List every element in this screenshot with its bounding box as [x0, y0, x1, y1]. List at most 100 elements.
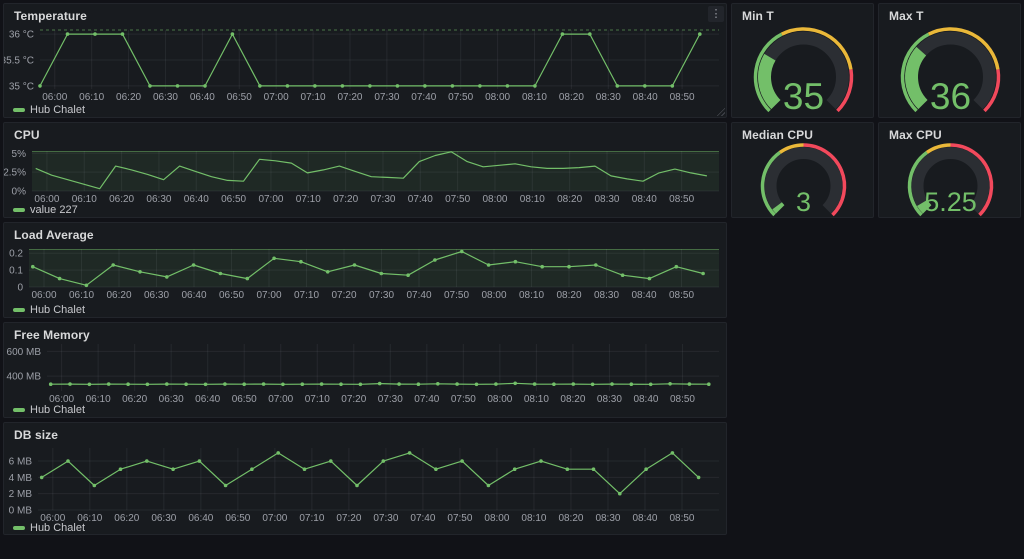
svg-text:07:30: 07:30: [370, 194, 395, 205]
svg-text:07:30: 07:30: [378, 394, 403, 405]
svg-text:07:10: 07:10: [305, 394, 330, 405]
db-size-chart: 06:00 06:10 06:20 06:30 06:40 06:50 07:00 07:10…: [9, 448, 719, 524]
svg-text:2 MB: 2 MB: [9, 489, 33, 500]
svg-text:06:20: 06:20: [106, 290, 131, 301]
svg-text:07:20: 07:20: [337, 92, 362, 103]
svg-text:07:30: 07:30: [374, 92, 399, 103]
svg-text:06:00: 06:00: [49, 394, 74, 405]
panel-max-cpu: Max CPU 5.25: [878, 122, 1021, 218]
svg-text:08:30: 08:30: [594, 290, 619, 301]
svg-text:07:00: 07:00: [264, 92, 289, 103]
svg-text:07:10: 07:10: [299, 513, 324, 524]
svg-text:08:00: 08:00: [484, 513, 509, 524]
legend-swatch: [13, 308, 25, 312]
svg-text:08:20: 08:20: [557, 194, 582, 205]
svg-text:08:10: 08:10: [521, 513, 546, 524]
svg-text:08:40: 08:40: [631, 290, 656, 301]
panel-title-free-memory[interactable]: Free Memory: [14, 328, 90, 342]
panel-cpu: CPU 06:00 06:10 06:20 06:30 06:40 06:50 07:00 0…: [3, 122, 727, 218]
legend-label: Hub Chalet: [30, 304, 86, 316]
svg-text:06:00: 06:00: [34, 194, 59, 205]
svg-text:07:00: 07:00: [262, 513, 287, 524]
svg-text:06:00: 06:00: [31, 290, 56, 301]
svg-text:06:50: 06:50: [227, 92, 252, 103]
svg-text:08:40: 08:40: [632, 194, 657, 205]
legend-item[interactable]: Hub Chalet: [13, 404, 85, 416]
svg-text:06:10: 06:10: [77, 513, 102, 524]
svg-text:08:00: 08:00: [482, 194, 507, 205]
svg-text:5.25: 5.25: [924, 187, 977, 217]
svg-text:08:50: 08:50: [669, 194, 694, 205]
svg-text:07:10: 07:10: [301, 92, 326, 103]
svg-text:08:00: 08:00: [481, 290, 506, 301]
svg-text:08:20: 08:20: [560, 394, 585, 405]
svg-text:06:30: 06:30: [153, 92, 178, 103]
svg-text:0.2: 0.2: [9, 249, 23, 260]
legend-item[interactable]: Hub Chalet: [13, 304, 85, 316]
svg-text:600 MB: 600 MB: [7, 347, 42, 358]
max-t-gauge: 36: [900, 27, 1001, 117]
svg-text:08:50: 08:50: [669, 290, 694, 301]
panel-title-db-size[interactable]: DB size: [14, 428, 59, 442]
svg-text:06:40: 06:40: [195, 394, 220, 405]
svg-text:07:30: 07:30: [373, 513, 398, 524]
panel-title-median-cpu[interactable]: Median CPU: [742, 128, 814, 142]
svg-text:35.5 °C: 35.5 °C: [4, 56, 34, 67]
svg-text:07:40: 07:40: [406, 290, 431, 301]
svg-text:06:30: 06:30: [151, 513, 176, 524]
svg-text:06:10: 06:10: [69, 290, 94, 301]
panel-title-max-cpu[interactable]: Max CPU: [889, 128, 942, 142]
legend-item[interactable]: Hub Chalet: [13, 104, 85, 116]
svg-text:06:20: 06:20: [109, 194, 134, 205]
panel-free-memory: Free Memory 06:00 06:10 06:20 06:30 06:40 06:…: [3, 322, 727, 418]
svg-text:07:50: 07:50: [447, 513, 472, 524]
svg-text:07:40: 07:40: [414, 394, 439, 405]
svg-text:07:40: 07:40: [411, 92, 436, 103]
svg-text:06:50: 06:50: [221, 194, 246, 205]
legend-label: Hub Chalet: [30, 522, 86, 534]
svg-text:0: 0: [17, 283, 23, 294]
svg-text:06:20: 06:20: [114, 513, 139, 524]
svg-text:06:40: 06:40: [184, 194, 209, 205]
panel-title-temperature[interactable]: Temperature: [14, 9, 87, 23]
panel-max-t: Max T 36: [878, 3, 1021, 118]
svg-text:06:20: 06:20: [116, 92, 141, 103]
svg-text:6 MB: 6 MB: [9, 457, 33, 468]
svg-text:06:30: 06:30: [146, 194, 171, 205]
svg-text:3: 3: [796, 187, 811, 217]
panel-title-cpu[interactable]: CPU: [14, 128, 40, 142]
svg-text:08:50: 08:50: [670, 92, 695, 103]
svg-text:07:40: 07:40: [408, 194, 433, 205]
svg-text:0.1: 0.1: [9, 266, 23, 277]
legend-item[interactable]: value 227: [13, 204, 78, 216]
panel-title-min-t[interactable]: Min T: [742, 9, 774, 23]
svg-text:08:10: 08:10: [519, 290, 544, 301]
legend-label: value 227: [30, 204, 78, 216]
legend-swatch: [13, 526, 25, 530]
svg-text:5%: 5%: [12, 149, 27, 160]
svg-text:07:10: 07:10: [294, 290, 319, 301]
svg-text:400 MB: 400 MB: [7, 372, 42, 383]
svg-text:06:00: 06:00: [40, 513, 65, 524]
panel-title-load-average[interactable]: Load Average: [14, 228, 94, 242]
legend-label: Hub Chalet: [30, 104, 86, 116]
panel-menu-kebab-icon[interactable]: ⋮: [708, 6, 724, 22]
svg-text:36: 36: [930, 76, 971, 117]
panel-title-max-t[interactable]: Max T: [889, 9, 924, 23]
panel-min-t: Min T 35: [731, 3, 874, 118]
svg-text:06:50: 06:50: [225, 513, 250, 524]
svg-text:07:30: 07:30: [369, 290, 394, 301]
svg-text:08:10: 08:10: [522, 92, 547, 103]
svg-text:06:10: 06:10: [79, 92, 104, 103]
svg-text:07:20: 07:20: [341, 394, 366, 405]
svg-text:08:20: 08:20: [558, 513, 583, 524]
svg-text:07:40: 07:40: [410, 513, 435, 524]
legend-item[interactable]: Hub Chalet: [13, 522, 85, 534]
svg-text:07:10: 07:10: [296, 194, 321, 205]
panel-resize-handle[interactable]: [716, 107, 725, 116]
svg-text:08:30: 08:30: [597, 394, 622, 405]
legend-label: Hub Chalet: [30, 404, 86, 416]
svg-text:08:50: 08:50: [670, 394, 695, 405]
svg-text:08:00: 08:00: [487, 394, 512, 405]
svg-text:08:10: 08:10: [520, 194, 545, 205]
